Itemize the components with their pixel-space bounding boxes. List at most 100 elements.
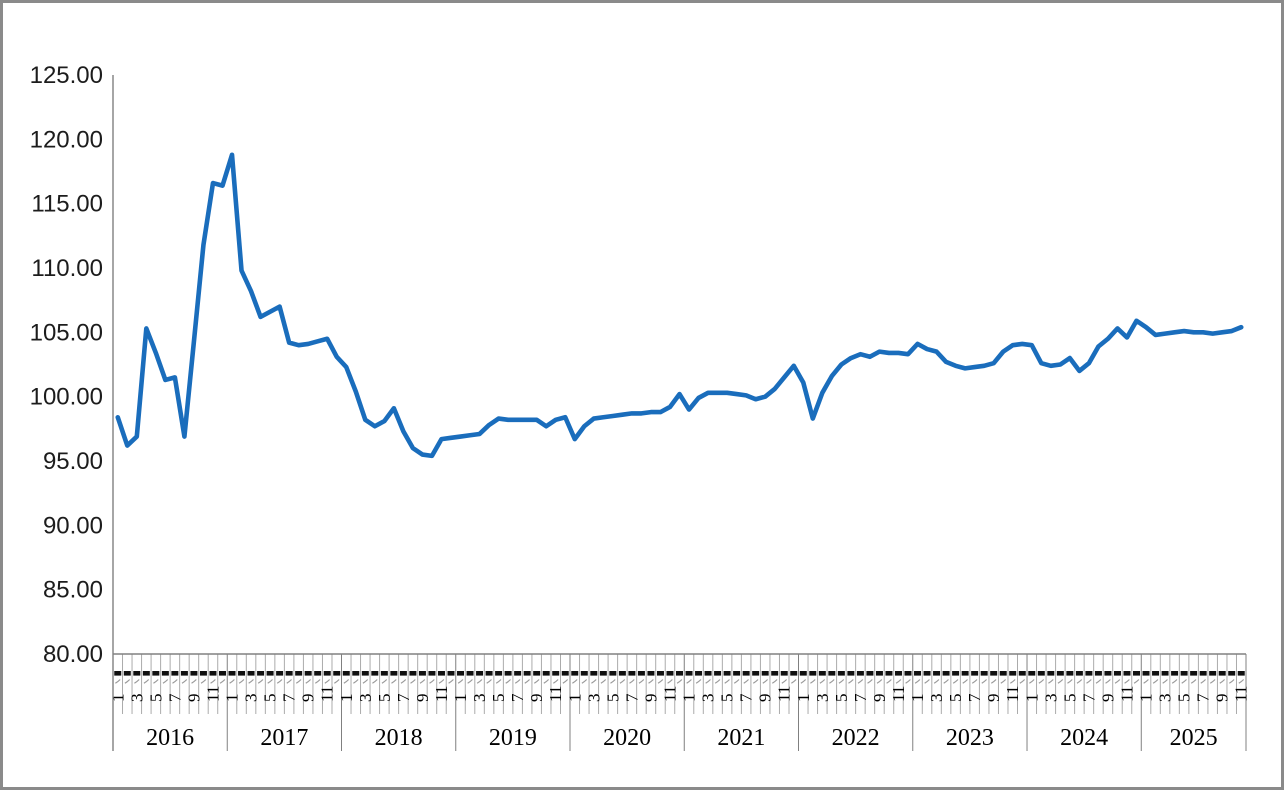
- month-curl: [648, 679, 654, 684]
- month-curl: [372, 679, 378, 684]
- month-dash: [790, 671, 798, 676]
- month-curl: [591, 679, 597, 684]
- month-dash: [1218, 671, 1226, 676]
- month-dash: [761, 671, 769, 676]
- month-dash: [980, 671, 988, 676]
- month-curl: [457, 679, 464, 684]
- month-dash: [904, 671, 912, 676]
- y-tick-label: 105.00: [30, 319, 103, 346]
- month-curl: [391, 679, 397, 684]
- month-tick-label: 3: [927, 694, 946, 703]
- month-curl: [791, 679, 797, 684]
- month-curl: [686, 679, 692, 684]
- month-dash: [285, 671, 293, 676]
- month-tick-label: 1: [680, 694, 699, 703]
- month-curl: [1019, 679, 1026, 684]
- month-dash: [942, 671, 950, 676]
- month-dash: [1075, 671, 1083, 676]
- month-dash: [818, 671, 826, 676]
- month-dash: [733, 671, 741, 676]
- month-dash: [447, 671, 455, 676]
- month-dash: [742, 671, 750, 676]
- month-dash: [390, 671, 398, 676]
- month-tick-label: 3: [699, 694, 718, 703]
- month-curl: [914, 679, 921, 684]
- month-curl: [1048, 679, 1054, 684]
- month-curl: [276, 679, 283, 684]
- month-curl: [1200, 679, 1206, 684]
- month-dash: [476, 671, 484, 676]
- month-curl: [305, 679, 312, 684]
- month-dash: [266, 671, 274, 676]
- month-tick-label: 5: [146, 694, 165, 703]
- month-curl: [553, 679, 559, 684]
- month-dash: [609, 671, 617, 676]
- month-dash: [1113, 671, 1121, 676]
- month-curl: [191, 679, 197, 684]
- month-tick-label: 1: [565, 694, 584, 703]
- month-dash: [1123, 671, 1131, 676]
- month-dash: [1066, 671, 1074, 676]
- month-curl: [572, 679, 578, 684]
- month-dash: [780, 671, 788, 676]
- month-dash: [199, 671, 207, 676]
- month-tick-label: 7: [280, 693, 299, 702]
- month-curl: [1067, 679, 1073, 684]
- year-label: 2021: [717, 725, 765, 751]
- month-dash: [523, 671, 531, 676]
- month-curl: [1057, 679, 1064, 684]
- month-dash: [990, 671, 998, 676]
- month-dash: [971, 671, 979, 676]
- month-tick-label: 3: [1041, 694, 1060, 703]
- month-curl: [971, 679, 978, 684]
- month-curl: [229, 679, 235, 684]
- month-curl: [657, 679, 664, 684]
- month-tick-label: 1: [908, 694, 927, 703]
- month-dash: [952, 671, 960, 676]
- month-dash: [352, 671, 360, 676]
- month-curl: [1010, 679, 1016, 684]
- month-dash: [1228, 671, 1236, 676]
- month-dash: [142, 671, 150, 676]
- month-curl: [476, 679, 483, 684]
- month-curl: [752, 679, 759, 684]
- month-tick-label: 9: [413, 694, 432, 703]
- month-dash: [1190, 671, 1198, 676]
- month-dash: [847, 671, 855, 676]
- month-tick-label: 7: [1079, 693, 1098, 702]
- month-dash: [314, 671, 322, 676]
- month-curl: [638, 679, 645, 684]
- month-curl: [524, 679, 530, 684]
- month-curl: [981, 679, 987, 684]
- month-dash: [618, 671, 626, 676]
- month-dash: [1037, 671, 1045, 676]
- month-curl: [429, 679, 435, 684]
- year-label: 2024: [1060, 725, 1108, 751]
- month-curl: [295, 679, 302, 684]
- month-tick-label: 9: [870, 694, 889, 703]
- month-dash: [856, 671, 864, 676]
- month-curl: [676, 679, 683, 684]
- month-dash: [152, 671, 160, 676]
- month-dash: [1018, 671, 1026, 676]
- month-dash: [428, 671, 436, 676]
- month-tick-label: 5: [718, 694, 737, 703]
- month-curl: [990, 679, 997, 684]
- month-dash: [695, 671, 703, 676]
- month-dash: [361, 671, 369, 676]
- month-dash: [1209, 671, 1217, 676]
- month-curl: [819, 679, 826, 684]
- month-dash: [504, 671, 512, 676]
- month-curl: [857, 679, 864, 684]
- month-tick-label: 11: [1003, 686, 1022, 702]
- month-dash: [656, 671, 664, 676]
- month-curl: [267, 679, 273, 684]
- month-dash: [1171, 671, 1179, 676]
- month-curl: [334, 679, 340, 684]
- month-dash: [1085, 671, 1093, 676]
- month-tick-label: 9: [1098, 694, 1117, 703]
- month-dash: [552, 671, 560, 676]
- month-curl: [781, 679, 788, 684]
- month-dash: [1056, 671, 1064, 676]
- year-label: 2022: [832, 725, 880, 751]
